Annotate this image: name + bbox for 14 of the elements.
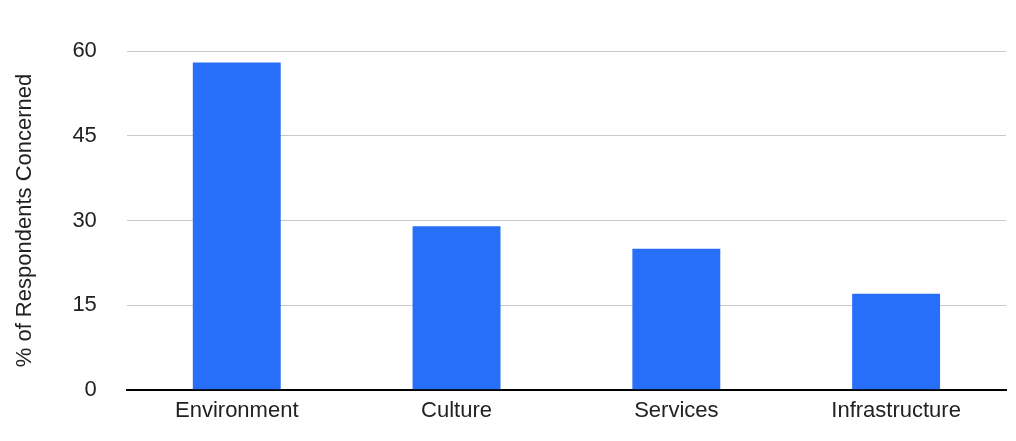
- bar: [192, 62, 281, 390]
- y-tick-label: 45: [72, 121, 97, 147]
- x-tick-label: Culture: [421, 397, 493, 423]
- x-tick-label: Services: [634, 397, 719, 423]
- y-axis-title: % of Respondents Concerned: [11, 73, 37, 368]
- y-tick-label: 15: [72, 291, 97, 317]
- bar: [412, 226, 501, 390]
- y-tick-label: 0: [84, 375, 97, 401]
- x-tick-label: Environment: [175, 397, 299, 423]
- x-tick-label: Infrastructure: [831, 397, 961, 423]
- y-tick-label: 60: [72, 37, 97, 63]
- bar: [852, 293, 941, 390]
- bar: [632, 248, 721, 390]
- y-tick-label: 30: [72, 206, 97, 232]
